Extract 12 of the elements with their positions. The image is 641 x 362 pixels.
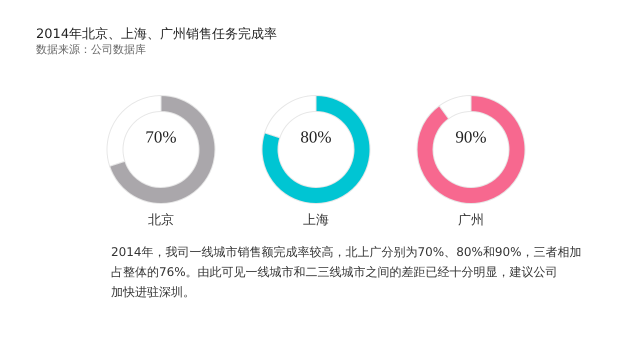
donut-slice [416,95,526,204]
chart-title: 2014年北京、上海、广州销售任务完成率 [36,26,278,42]
data-label: 90% [455,128,487,146]
text: 广州 [458,213,484,228]
data-label: 70% [145,128,177,146]
donut-slice [262,95,370,204]
text: 上海 [303,213,329,228]
text: 北京 [148,213,174,228]
chart-subtitle: 数据来源：公司数据库 [36,43,146,56]
text: 2014年，我司一线城市销售额完成率较高，北上广分别为70%、80%和90%，三者相加占整体的76%。由此可见一线城市和二三线城市之间的差距已经十分明显，建议公司加快进驻深圳。 [111,245,582,299]
data-label: 80% [300,128,332,146]
donut-slice [109,95,216,204]
